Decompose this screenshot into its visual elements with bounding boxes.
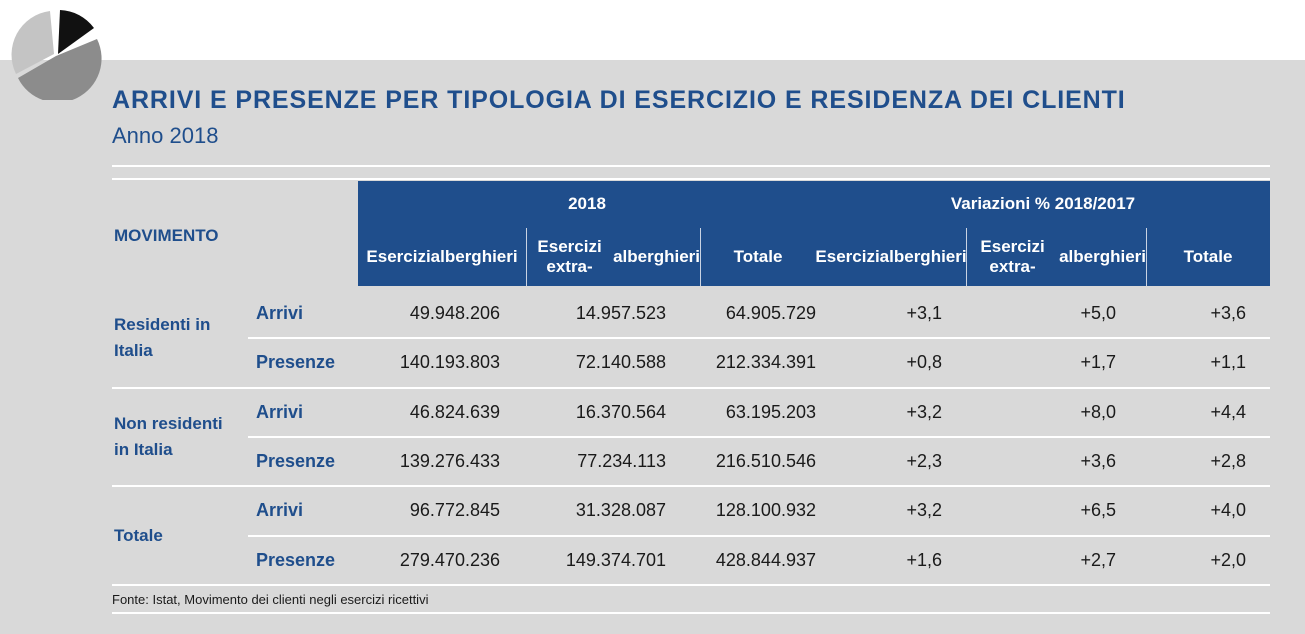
variation-header: Variazioni % 2018/2017 [816,181,1270,228]
group-label-line: in Italia [114,439,173,459]
content-panel [0,60,1305,634]
row-type-label: Arrivi [256,500,304,521]
table-cell: 279.470.236 [399,549,500,570]
column-header-4: Esercizi alberghieri [815,228,967,286]
column-header-line: Totale [733,246,783,266]
group-label-line: Non residenti [114,413,223,433]
page-title: ARRIVI E PRESENZE PER TIPOLOGIA DI ESERC… [112,86,1126,114]
group-label-line: Italia [114,341,153,361]
table-cell: 216.510.546 [715,450,816,471]
column-header-6: Totale [1146,228,1270,286]
column-header-line: alberghieri [613,246,700,266]
table-cell: 64.905.729 [725,303,816,323]
row-divider [248,435,1270,438]
table-cell: 63.195.203 [725,401,816,422]
table-cell: +3,2 [906,401,942,422]
source-note: Fonte: Istat, Movimento dei clienti negl… [112,592,429,607]
row-type-label: Presenze [256,549,336,570]
table-cell: +2,0 [1210,549,1246,570]
column-header-line: Esercizi [815,246,880,266]
table-cell: +2,8 [1210,450,1246,471]
table-cell: +2,3 [906,450,942,471]
header-divider [966,228,967,286]
table-cell: +8,0 [1080,401,1116,422]
table-cell: +3,1 [906,303,942,323]
row-divider [112,485,1270,488]
column-header-line: Esercizi [366,246,431,266]
group-label-line: Totale [114,525,163,545]
table-cell: +3,2 [906,500,942,521]
movimento-header: MOVIMENTO [114,226,219,245]
group-label: Non residenti in Italia [114,411,223,463]
table-cell: 49.948.206 [409,303,500,323]
column-header-5: Esercizi extra-alberghieri [966,228,1146,286]
column-header-1: Esercizi alberghieri [358,228,526,286]
row-type-label: Presenze [256,352,336,373]
column-header-line: alberghieri [879,246,967,266]
group-label: Totale [114,523,163,549]
column-header-line: Esercizi extra- [980,236,1045,276]
group-label: Residenti in Italia [114,312,210,364]
table-cell: 46.824.639 [409,401,500,422]
table-cell: 14.957.523 [575,303,666,323]
pie-chart-logo [11,10,102,100]
table-cell: +1,6 [906,549,942,570]
row-type-label: Arrivi [256,303,304,323]
table-cell: 31.328.087 [575,500,666,521]
column-header-2: Esercizi extra-alberghieri [526,228,700,286]
column-header-line: alberghieri [430,246,518,266]
table-cell: 212.334.391 [715,352,816,373]
header-divider [526,228,527,286]
column-header-line: alberghieri [1059,246,1146,266]
table-cell: 428.844.937 [715,549,816,570]
top-rule [112,165,1270,167]
row-divider [248,337,1270,340]
row-divider [248,534,1270,537]
header-divider [700,228,701,286]
column-header-3: Totale [700,228,816,286]
table-cell: +1,7 [1080,352,1116,373]
table-cell: +0,8 [906,352,942,373]
table-cell: 16.370.564 [575,401,666,422]
header-divider [1146,228,1147,286]
header-rule [112,178,1270,180]
table-cell: 96.772.845 [409,500,500,521]
table-cell: 128.100.932 [715,500,816,521]
table-cell: +3,6 [1080,450,1116,471]
row-divider [112,583,1270,586]
row-type-label: Arrivi [256,401,304,422]
table-cell: +3,6 [1210,303,1246,323]
group-label-line: Residenti in [114,315,211,335]
table-cell: 139.276.433 [399,450,500,471]
row-type-label: Presenze [256,450,336,471]
bottom-rule [112,612,1270,614]
table-cell: +4,4 [1210,401,1246,422]
table-cell: +1,1 [1210,352,1246,373]
column-header-line: Totale [1183,246,1233,266]
column-header-line: Esercizi extra- [537,236,602,276]
year-header: 2018 [358,181,816,228]
page-subtitle: Anno 2018 [112,123,219,148]
table-cell: 149.374.701 [565,549,666,570]
row-divider [112,386,1270,389]
table-cell: +4,0 [1210,500,1246,521]
table-cell: +2,7 [1080,549,1116,570]
table-cell: 140.193.803 [399,352,500,373]
table-cell: 72.140.588 [575,352,666,373]
table-cell: 77.234.113 [577,450,666,471]
table-cell: +6,5 [1080,500,1116,521]
table-cell: +5,0 [1080,303,1116,323]
